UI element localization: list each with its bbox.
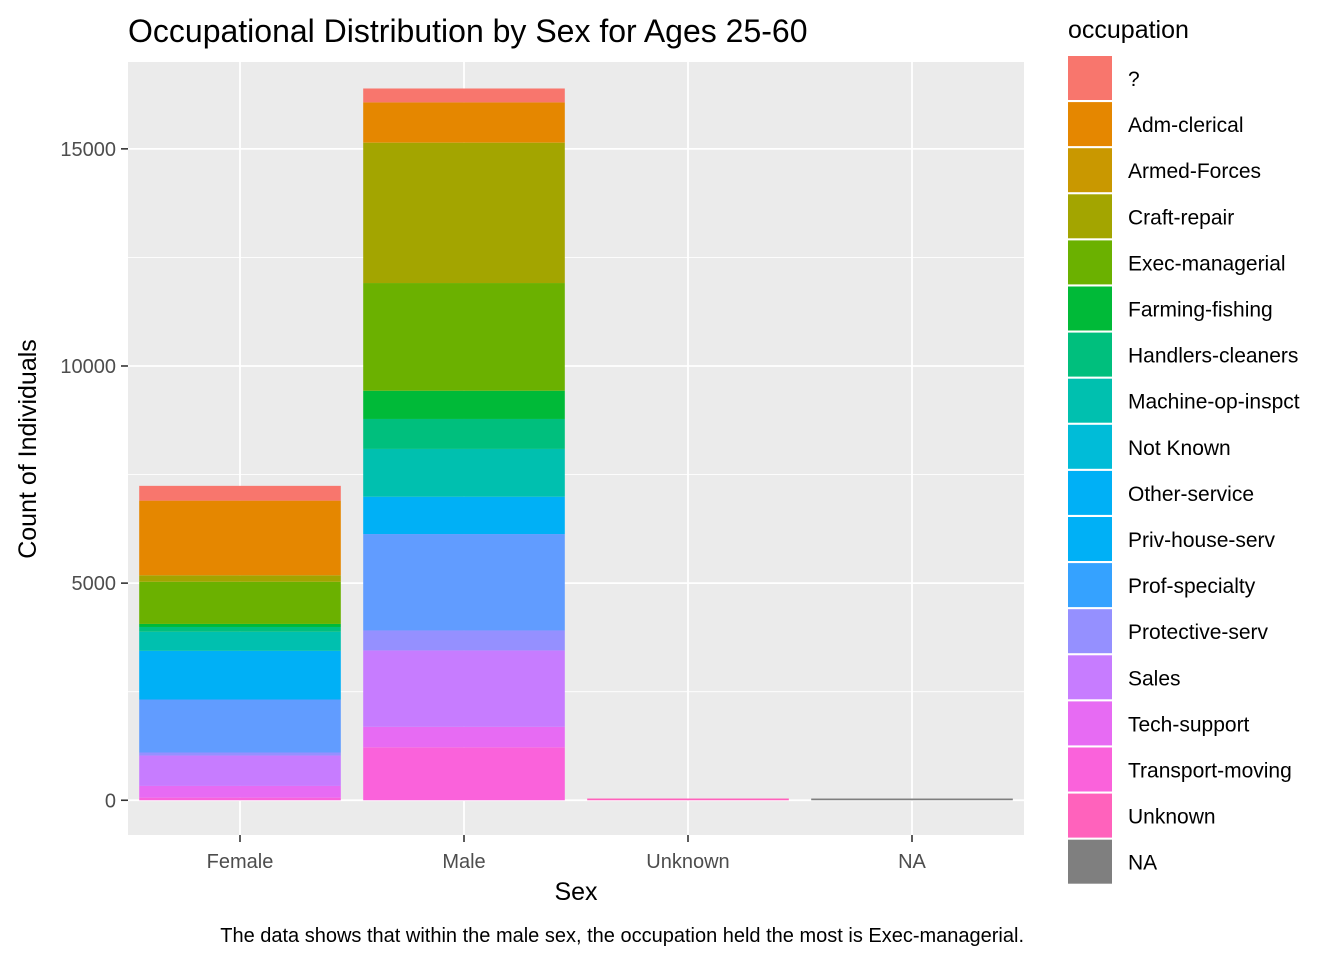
legend-key-protective-serv <box>1068 609 1112 654</box>
bar-segment-female-tech-support <box>139 785 341 798</box>
legend-key-priv-house-serv <box>1068 517 1112 561</box>
bar-segment-male-exec-managerial <box>363 283 565 391</box>
legend-key-armed-forces <box>1068 148 1112 193</box>
legend-label-craft-repair: Craft-repair <box>1128 206 1234 229</box>
legend-key-not-known <box>1068 424 1112 469</box>
bar-segment-male-adm-clerical <box>363 102 565 143</box>
bar-segment-female-exec-managerial <box>139 581 341 624</box>
bar-segment-female-machine-op-inspct <box>139 631 341 651</box>
y-tick-label: 0 <box>105 790 116 812</box>
bar-segment-male-protective-serv <box>363 630 565 651</box>
bar-segment-male-craft-repair <box>363 142 565 284</box>
bar-segment-female-transport-moving <box>139 797 341 801</box>
legend-key-other-service <box>1068 470 1112 515</box>
bar-segment-female-handlers-cleaners <box>139 626 341 632</box>
legend-label-transport-moving: Transport-moving <box>1128 760 1292 783</box>
bar-segment-male-prof-specialty <box>363 534 565 631</box>
bar-stacks <box>139 88 1013 801</box>
bar-segment-female-prof-specialty <box>139 699 341 753</box>
legend-key-na <box>1068 839 1112 884</box>
x-tick-label-na: NA <box>898 851 926 873</box>
bar-segment-female-unknown-value <box>139 485 341 501</box>
legend-label-machine-op-inspct: Machine-op-inspct <box>1128 391 1300 414</box>
legend-label-prof-specialty: Prof-specialty <box>1128 575 1256 598</box>
x-axis-ticks: Female Male Unknown NA <box>207 835 927 873</box>
bar-segment-male-tech-support <box>363 726 565 748</box>
y-axis-ticks: 0 5000 10000 15000 <box>60 139 128 812</box>
y-tick-label: 5000 <box>72 573 117 595</box>
legend-key-adm-clerical <box>1068 102 1112 147</box>
legend-key-handlers-cleaners <box>1068 332 1112 377</box>
bar-segment-female-farming-fishing <box>139 623 341 627</box>
bar-segment-female-adm-clerical <box>139 500 341 576</box>
legend-label-adm-clerical: Adm-clerical <box>1128 114 1244 137</box>
x-tick-label-male: Male <box>442 851 485 873</box>
legend-label-tech-support: Tech-support <box>1128 713 1250 736</box>
bar-segment-male-sales <box>363 650 565 727</box>
legend-key-transport-moving <box>1068 747 1112 792</box>
legend: ? Adm-clerical Armed-Forces Craft-repair Exe… <box>1068 56 1300 884</box>
bar-segment-female-sales <box>139 755 341 786</box>
bar-segment-male-handlers-cleaners <box>363 418 565 449</box>
bar-segment-male-other-service <box>363 496 565 535</box>
legend-key-farming-fishing <box>1068 286 1112 331</box>
bar-segment-male-machine-op-inspct <box>363 448 565 497</box>
legend-key-unknown <box>1068 793 1112 838</box>
bar-segment-male-farming-fishing <box>363 390 565 419</box>
x-tick-label-female: Female <box>207 851 274 873</box>
x-tick-label-unknown: Unknown <box>646 851 729 873</box>
legend-label-exec-managerial: Exec-managerial <box>1128 252 1286 275</box>
legend-label-na: NA <box>1128 852 1157 875</box>
y-tick-label: 10000 <box>60 356 116 378</box>
legend-key-craft-repair <box>1068 194 1112 239</box>
legend-key-tech-support <box>1068 701 1112 746</box>
y-axis-title: Count of Individuals <box>14 339 42 559</box>
bar-segment-male-unknown-value <box>363 88 565 103</box>
bar-segment-male-armed-forces <box>363 142 565 143</box>
legend-key-exec-managerial <box>1068 240 1112 285</box>
legend-label-farming-fishing: Farming-fishing <box>1128 299 1273 322</box>
legend-title: occupation <box>1068 16 1189 44</box>
bar-segment-male-transport-moving <box>363 747 565 801</box>
legend-label-priv-house-serv: Priv-house-serv <box>1128 529 1276 552</box>
bar-segment-female-protective-serv <box>139 752 341 756</box>
legend-key-sales <box>1068 655 1112 700</box>
bar-segment-female-other-service <box>139 650 341 700</box>
chart-title: Occupational Distribution by Sex for Age… <box>128 13 807 49</box>
legend-label-protective-serv: Protective-serv <box>1128 621 1269 644</box>
legend-key-machine-op-inspct <box>1068 378 1112 423</box>
legend-label-unknown-value: ? <box>1128 68 1140 91</box>
legend-key-prof-specialty <box>1068 563 1112 608</box>
legend-label-other-service: Other-service <box>1128 483 1254 506</box>
legend-label-unknown: Unknown <box>1128 806 1216 829</box>
legend-label-not-known: Not Known <box>1128 437 1231 460</box>
bar-segment-female-craft-repair <box>139 575 341 582</box>
legend-label-handlers-cleaners: Handlers-cleaners <box>1128 345 1298 368</box>
legend-key-unknown-value <box>1068 56 1112 100</box>
legend-label-sales: Sales <box>1128 667 1181 690</box>
legend-label-armed-forces: Armed-Forces <box>1128 160 1261 183</box>
bar-segment-na-na <box>811 798 1013 801</box>
y-tick-label: 15000 <box>60 139 116 161</box>
bar-segment-unknown-unknown <box>587 798 789 801</box>
chart-caption: The data shows that within the male sex,… <box>220 925 1024 947</box>
x-axis-title: Sex <box>554 878 598 906</box>
